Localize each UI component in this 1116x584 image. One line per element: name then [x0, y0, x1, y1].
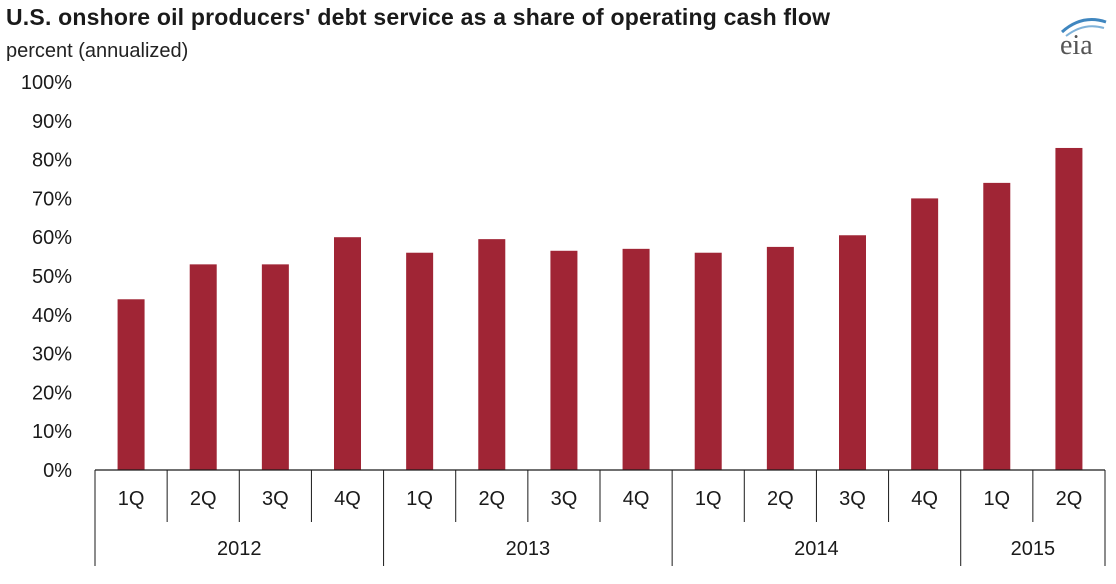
x-tick-label: 2Q	[767, 488, 794, 510]
bar	[983, 182, 1011, 470]
group-label: 2015	[1011, 538, 1056, 560]
chart-title: U.S. onshore oil producers' debt service…	[6, 4, 831, 30]
y-tick-label: 70%	[32, 188, 72, 210]
x-tick-label: 2Q	[1056, 488, 1083, 510]
bar	[911, 198, 939, 470]
x-tick-label: 1Q	[695, 488, 722, 510]
x-tick-label: 2Q	[478, 488, 505, 510]
x-tick-label: 4Q	[623, 488, 650, 510]
logo-arc	[1060, 18, 1107, 34]
y-tick-label: 40%	[32, 305, 72, 327]
bar	[694, 252, 722, 470]
logo-arc-inner	[1065, 25, 1105, 37]
group-label: 2012	[217, 538, 262, 560]
y-tick-label: 50%	[32, 266, 72, 288]
bar	[550, 250, 578, 470]
x-tick-label: 4Q	[911, 488, 938, 510]
bars	[117, 147, 1083, 470]
bar	[261, 264, 289, 470]
x-tick-label: 4Q	[334, 488, 361, 510]
bar	[839, 235, 866, 470]
bar	[117, 299, 145, 470]
x-tick-label: 3Q	[551, 488, 578, 510]
bar	[334, 237, 361, 470]
bar	[766, 246, 794, 470]
y-tick-label: 90%	[32, 111, 72, 133]
x-tick-label: 1Q	[983, 488, 1010, 510]
y-tick-label: 10%	[32, 421, 72, 443]
x-tick-label: 3Q	[262, 488, 289, 510]
y-tick-label: 0%	[43, 460, 72, 482]
eia-logo: eia	[1060, 18, 1107, 58]
x-tick-label: 1Q	[118, 488, 145, 510]
y-tick-label: 20%	[32, 382, 72, 404]
x-tick-label: 3Q	[839, 488, 866, 510]
y-tick-label: 30%	[32, 344, 72, 366]
x-axis: 1Q 2Q 3Q 4Q 1Q 2Q 3Q 4Q 1Q 2Q 3Q 4Q 1Q 2Q 2012 2013 2014…	[94, 469, 1106, 566]
y-axis-labels: 0% 10% 20% 30% 40% 50% 60% 70% 80% 90% 100%	[21, 72, 72, 482]
chart-subtitle: percent (annualized)	[6, 40, 189, 62]
x-tick-label: 1Q	[406, 488, 433, 510]
bar	[478, 239, 506, 470]
x-tick-label: 2Q	[190, 488, 217, 510]
y-tick-label: 60%	[32, 227, 72, 249]
y-tick-label: 80%	[32, 150, 72, 172]
group-label: 2013	[506, 538, 551, 560]
group-label: 2014	[794, 538, 839, 560]
bar	[406, 252, 434, 470]
bar	[1055, 147, 1083, 470]
logo-text: eia	[1060, 30, 1093, 58]
y-tick-label: 100%	[21, 72, 72, 94]
bar	[189, 264, 217, 470]
bar	[622, 248, 650, 470]
